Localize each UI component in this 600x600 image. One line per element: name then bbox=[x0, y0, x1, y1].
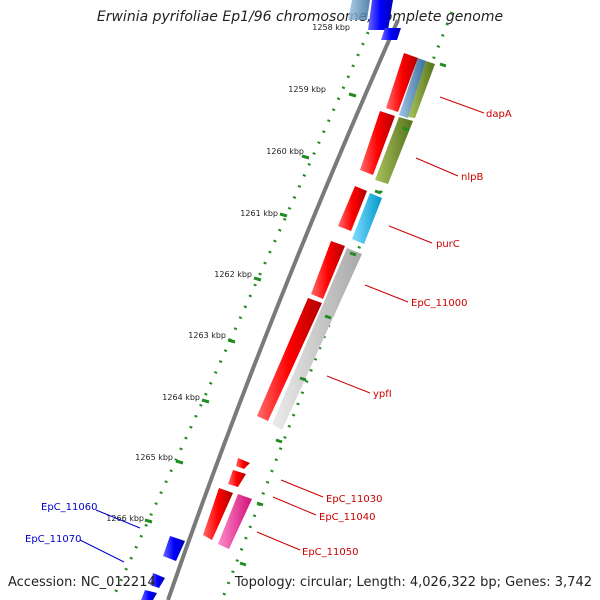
gene-EpC_11000 bbox=[311, 241, 345, 299]
leader-EpC_11000 bbox=[364, 284, 409, 303]
tick-label-1259: 1259 kbp bbox=[288, 85, 326, 94]
leader-nlpB bbox=[415, 157, 459, 177]
cog-EpC_11000 bbox=[272, 248, 362, 430]
gene-bottom-partial-blue bbox=[141, 590, 157, 600]
leader-dapA bbox=[439, 96, 485, 114]
gene-label-EpC_11000: EpC_11000 bbox=[411, 298, 467, 309]
gene-label-dapA: dapA bbox=[486, 109, 512, 120]
genome-backbone bbox=[166, 19, 400, 600]
gene-EpC_11030-a bbox=[236, 458, 250, 469]
tick-label-1262: 1262 kbp bbox=[214, 270, 252, 279]
gene-top-blue-small bbox=[381, 28, 401, 40]
leader-EpC_11030 bbox=[280, 479, 324, 498]
cog-nlpB bbox=[375, 117, 413, 184]
gene-label-EpC_11030: EpC_11030 bbox=[326, 494, 382, 505]
gene-purC bbox=[338, 186, 367, 231]
gene-ypfI bbox=[257, 298, 322, 421]
gene-EpC_11030-b bbox=[228, 470, 246, 487]
cog-dapA bbox=[399, 58, 426, 118]
gene-label-EpC_11040: EpC_11040 bbox=[319, 512, 375, 523]
tick-marks bbox=[144, 62, 447, 567]
tick-label-1264: 1264 kbp bbox=[162, 393, 200, 402]
genome-summary: Topology: circular; Length: 4,026,322 bp… bbox=[234, 575, 592, 590]
gene-label-EpC_11050: EpC_11050 bbox=[302, 547, 358, 558]
leader-EpC_11040 bbox=[272, 496, 317, 516]
tick-label-1258: 1258 kbp bbox=[312, 23, 350, 32]
gene-dapA bbox=[386, 53, 418, 112]
cog-top-partial bbox=[348, 0, 370, 20]
gene-label-purC: purC bbox=[436, 239, 460, 250]
cog-purC bbox=[352, 193, 382, 244]
cog-EpC_11050 bbox=[218, 494, 252, 549]
leader-EpC_11070 bbox=[79, 539, 125, 563]
gene-label-EpC_11070: EpC_11070 bbox=[25, 534, 81, 545]
gene-nlpB bbox=[360, 111, 395, 175]
gene-EpC_11060 bbox=[163, 536, 185, 561]
tick-label-1263: 1263 kbp bbox=[188, 331, 226, 340]
tick-label-1265: 1265 kbp bbox=[135, 453, 173, 462]
map-title: Erwinia pyrifoliae Ep1/96 chromosome, co… bbox=[96, 9, 504, 25]
leader-purC bbox=[388, 225, 433, 244]
leader-EpC_11060 bbox=[95, 509, 141, 529]
accession-label: Accession: NC_012214 bbox=[8, 575, 156, 590]
leader-ypfI bbox=[326, 375, 371, 394]
cog-dapA-olive bbox=[408, 61, 435, 118]
gene-label-ypfI: ypfI bbox=[373, 389, 392, 400]
gene-label-nlpB: nlpB bbox=[461, 172, 483, 183]
leader-EpC_11050 bbox=[256, 531, 301, 551]
tick-label-1260: 1260 kbp bbox=[266, 147, 304, 156]
gene-top-partial-blue bbox=[368, 0, 393, 30]
inner-dotted-ring bbox=[110, 9, 380, 600]
tick-label-1266: 1266 kbp bbox=[106, 514, 144, 523]
gene-EpC_11070 bbox=[150, 573, 165, 588]
gene-EpC_11050 bbox=[203, 488, 233, 540]
tick-label-1261: 1261 kbp bbox=[240, 209, 278, 218]
gene-label-EpC_11060: EpC_11060 bbox=[41, 502, 97, 513]
